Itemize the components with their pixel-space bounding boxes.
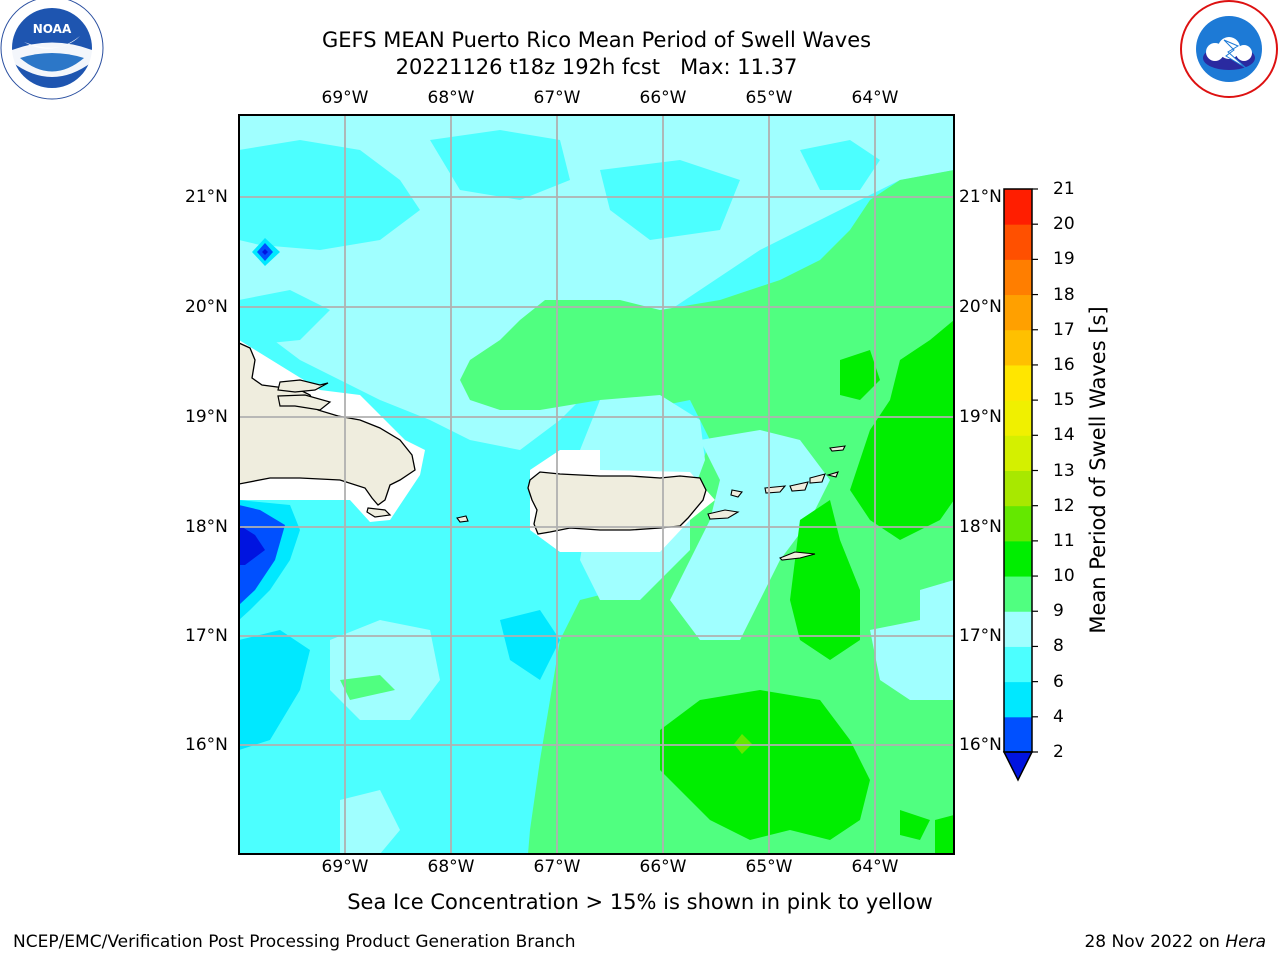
colorbar-tick-7: 12 — [1053, 495, 1075, 516]
lon-label-bottom-3: 66°W — [639, 857, 687, 877]
lat-label-left-3: 18°N — [185, 517, 228, 537]
colorbar-tick-1: 4 — [1053, 706, 1064, 727]
colorbar-tick-12: 17 — [1053, 319, 1075, 340]
colorbar-tick-8: 13 — [1053, 460, 1075, 481]
lat-label-right-3: 18°N — [959, 517, 1002, 537]
sea-ice-note: Sea Ice Concentration > 15% is shown in … — [347, 890, 933, 914]
lon-label-bottom-5: 64°W — [851, 857, 899, 877]
colorbar-swatch-8 — [1004, 435, 1032, 471]
colorbar-swatch-10 — [1004, 364, 1032, 401]
colorbar-swatch-7 — [1004, 470, 1032, 507]
lon-label-top-4: 65°W — [745, 88, 793, 108]
lon-label-top-2: 67°W — [533, 88, 581, 108]
colorbar-tick-4: 9 — [1053, 601, 1064, 622]
footer-date: 28 Nov 2022 on Hera — [1084, 932, 1266, 952]
colorbar-tick-0: 2 — [1053, 742, 1064, 762]
colorbar-tick-9: 14 — [1053, 425, 1075, 446]
colorbar — [1002, 188, 1038, 782]
lat-label-left-5: 16°N — [185, 735, 228, 755]
colorbar-swatch-2 — [1004, 646, 1032, 683]
colorbar-swatch-0 — [1004, 716, 1032, 753]
lon-label-bottom-2: 67°W — [533, 857, 581, 877]
lat-label-right-0: 21°N — [959, 187, 1002, 207]
colorbar-swatch-13 — [1004, 259, 1032, 296]
lat-label-left-1: 20°N — [185, 297, 228, 317]
colorbar-tick-15: 20 — [1053, 214, 1075, 235]
lon-label-bottom-0: 69°W — [321, 857, 369, 877]
colorbar-tick-2: 6 — [1053, 671, 1064, 692]
lon-label-top-5: 64°W — [851, 88, 899, 108]
colorbar-tick-5: 10 — [1053, 566, 1075, 587]
colorbar-tick-10: 15 — [1053, 390, 1075, 411]
lon-label-bottom-4: 65°W — [745, 857, 793, 877]
colorbar-label: Mean Period of Swell Waves [s] — [1086, 306, 1110, 634]
footer-date-text: 28 Nov 2022 on — [1084, 932, 1226, 952]
noaa-logo: NOAA — [0, 0, 104, 100]
title-line-2: 20221126 t18z 192h fcst Max: 11.37 — [395, 55, 798, 79]
swell-period-field — [239, 115, 954, 854]
footer-machine: Hera — [1225, 932, 1266, 952]
colorbar-swatch-11 — [1004, 329, 1032, 366]
lon-label-top-3: 66°W — [639, 88, 687, 108]
colorbar-tick-11: 16 — [1053, 354, 1075, 375]
lat-label-right-5: 16°N — [959, 735, 1002, 755]
colorbar-swatch-6 — [1004, 505, 1032, 542]
colorbar-tick-14: 19 — [1053, 249, 1075, 270]
colorbar-swatch-9 — [1004, 400, 1032, 436]
lon-label-top-0: 69°W — [321, 88, 369, 108]
colorbar-swatch-5 — [1004, 540, 1032, 577]
colorbar-swatch-1 — [1004, 681, 1032, 718]
footer-branch: NCEP/EMC/Verification Post Processing Pr… — [13, 932, 576, 952]
lat-label-left-4: 17°N — [185, 626, 228, 646]
colorbar-swatch-3 — [1004, 611, 1032, 647]
lat-label-right-4: 17°N — [959, 626, 1002, 646]
lat-label-left-0: 21°N — [185, 187, 228, 207]
colorbar-tick-3: 8 — [1053, 636, 1064, 657]
colorbar-swatch-12 — [1004, 294, 1032, 331]
lat-label-left-2: 19°N — [185, 407, 228, 427]
title-line-1: GEFS MEAN Puerto Rico Mean Period of Swe… — [321, 28, 872, 52]
colorbar-tick-13: 18 — [1053, 284, 1075, 305]
graticule — [239, 115, 954, 854]
colorbar-tick-16: 21 — [1053, 179, 1075, 199]
svg-text:NOAA: NOAA — [33, 22, 72, 36]
colorbar-swatch-4 — [1004, 576, 1032, 612]
lat-label-right-1: 20°N — [959, 297, 1002, 317]
map-frame — [238, 114, 955, 855]
lat-label-right-2: 19°N — [959, 407, 1002, 427]
colorbar-swatch-14 — [1004, 224, 1032, 260]
colorbar-extend-arrow — [1002, 751, 1034, 782]
lon-label-bottom-1: 68°W — [427, 857, 475, 877]
nws-logo — [1180, 0, 1278, 98]
colorbar-swatch-15 — [1004, 189, 1032, 225]
lon-label-top-1: 68°W — [427, 88, 475, 108]
colorbar-tick-6: 11 — [1053, 530, 1075, 551]
